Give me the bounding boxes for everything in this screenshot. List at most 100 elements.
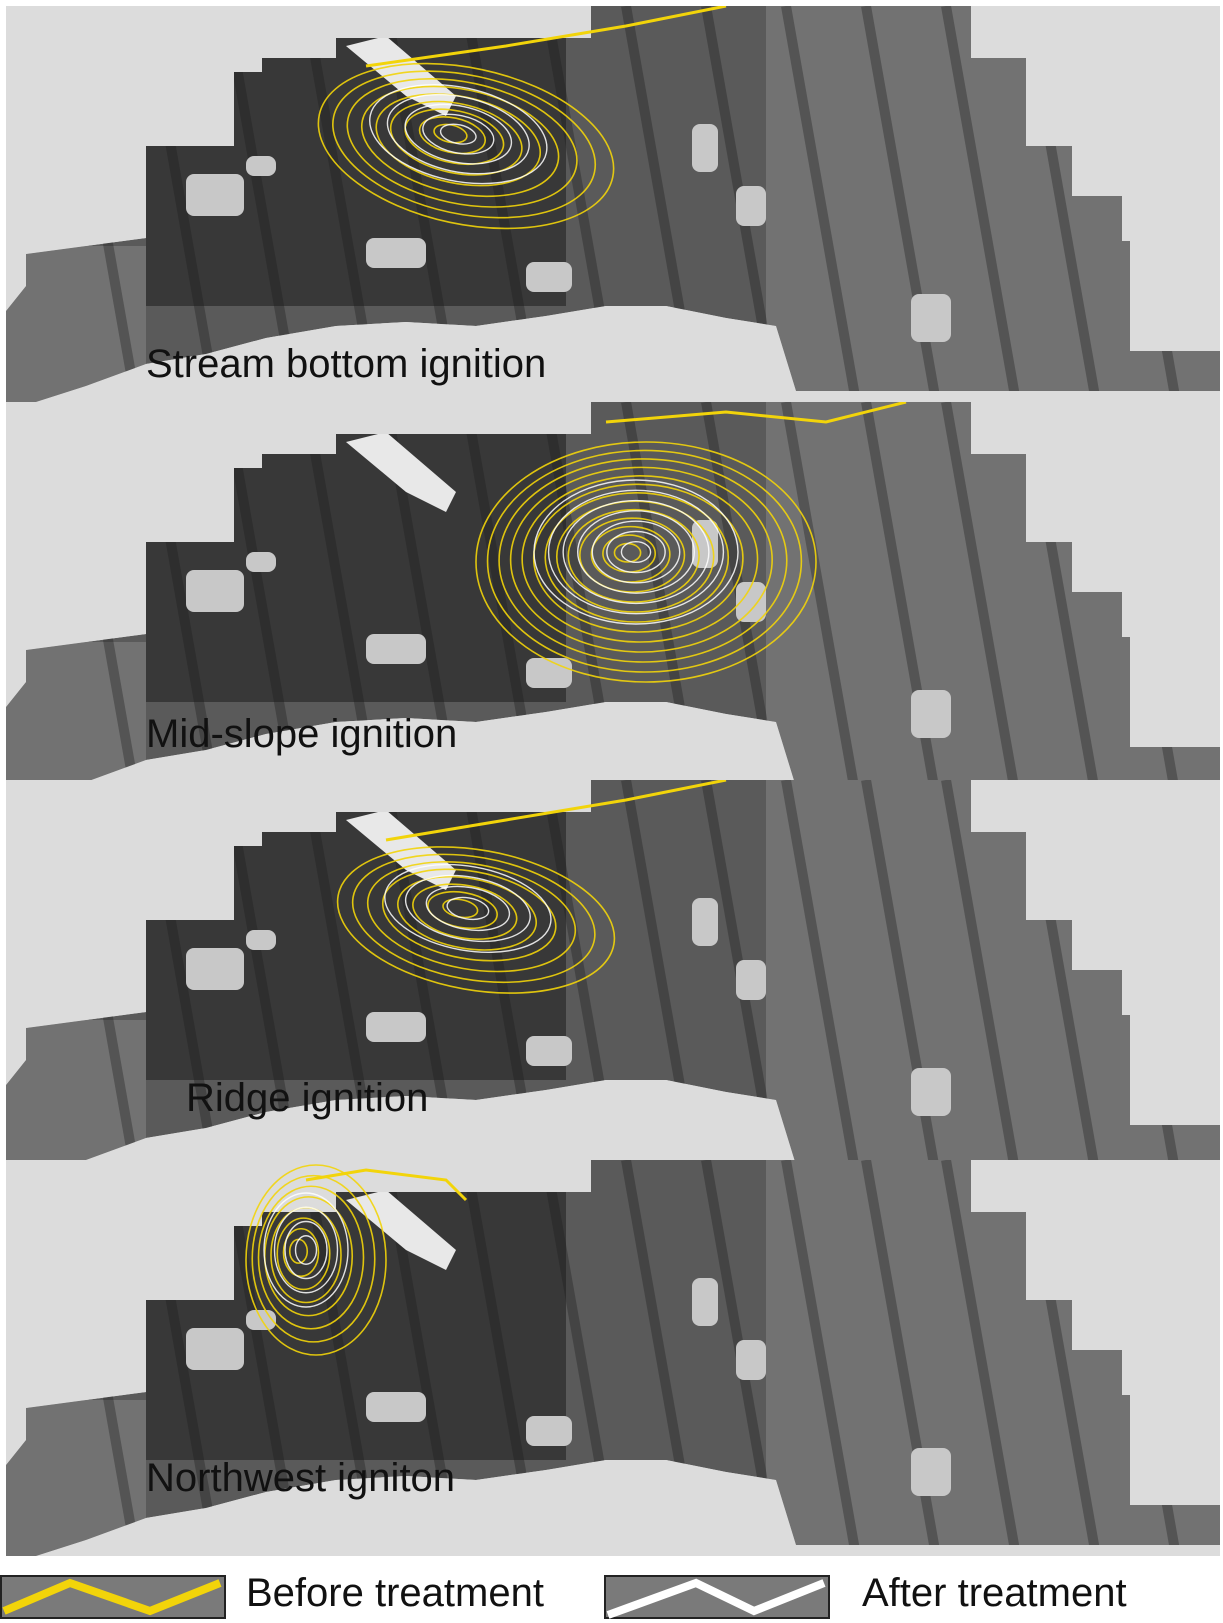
after-treatment-contour (284, 1220, 328, 1280)
treatment-patch (692, 1278, 718, 1326)
before-treatment-contour (366, 861, 577, 973)
treatment-patch (736, 186, 766, 226)
before-treatment-contour (317, 62, 615, 230)
before-treatment-contour (427, 890, 498, 930)
after-treatment-contour (369, 83, 548, 185)
treatment-patch (911, 294, 951, 342)
before-treatment-contour (521, 475, 759, 643)
treatment-patch (246, 930, 276, 950)
before-treatment-contour (336, 846, 616, 994)
before-treatment-contour (245, 1164, 387, 1356)
before-treatment-contour (605, 402, 907, 424)
legend: Before treatment After treatment (0, 1565, 1223, 1623)
treatment-patch (186, 570, 244, 612)
treatment-patch (346, 432, 456, 512)
after-treatment-contour (404, 103, 513, 165)
treatment-patch (366, 634, 426, 664)
after-treatment-contour (439, 123, 477, 145)
treatment-patch (736, 1340, 766, 1380)
treatment-patch (246, 156, 276, 176)
before-treatment-contour (305, 1168, 468, 1202)
before-treatment-contour (509, 466, 773, 653)
treatment-patch (186, 174, 244, 216)
after-treatment-label: After treatment (862, 1571, 1127, 1615)
before-treatment-contour (251, 1174, 376, 1343)
before-treatment-contour (544, 491, 730, 623)
map-panel-northwest: Northwest igniton (6, 1160, 1220, 1556)
fire-perimeters (475, 441, 817, 683)
treatment-patch (366, 1012, 426, 1042)
before-treatment-contour (276, 1217, 331, 1291)
terrain-map (6, 402, 1220, 798)
panel-label: Stream bottom ignition (146, 342, 547, 386)
fire-perimeters (317, 62, 615, 230)
after-treatment-contour (533, 479, 739, 625)
after-treatment-contour (547, 489, 725, 615)
map-panel-ridge: Ridge ignition (6, 780, 1220, 1176)
after-treatment-contour (384, 863, 552, 953)
after-treatment-contour (577, 510, 695, 594)
terrain-map (6, 6, 1220, 402)
treatment-patch (526, 1416, 572, 1446)
fire-perimeters (336, 846, 616, 994)
terrain-ridge (941, 1160, 1021, 1556)
terrain-shade (766, 1160, 1220, 1556)
after-treatment-swatch (604, 1575, 830, 1619)
treatment-patch (526, 262, 572, 292)
terrain-ridge (941, 6, 1021, 402)
treatment-patch (246, 552, 276, 572)
after-treatment-contour (446, 896, 490, 921)
panel-label: Northwest igniton (146, 1456, 456, 1500)
treatment-patch (911, 1068, 951, 1116)
map-panel-mid-slope: Mid-slope ignition (6, 402, 1220, 798)
after-treatment-contour (294, 1235, 318, 1265)
panel-label: Mid-slope ignition (146, 712, 458, 756)
before-treatment-contour (475, 441, 817, 683)
treatment-patch (526, 1036, 572, 1066)
before-treatment-contour (389, 100, 523, 176)
before-treatment-contour (498, 458, 788, 663)
after-treatment-contour (591, 520, 681, 584)
after-treatment-contour (386, 93, 530, 175)
before-treatment-contour (346, 77, 578, 208)
terrain-ridge (941, 780, 1021, 1176)
treatment-patch (186, 1328, 244, 1370)
after-treatment-contour (422, 113, 495, 155)
treatment-patch (366, 1392, 426, 1422)
terrain-map (6, 1160, 1220, 1556)
terrain-ridge (941, 402, 1021, 798)
before-treatment-label: Before treatment (246, 1571, 544, 1615)
terrain-shade (766, 402, 1220, 798)
after-treatment-contour (562, 499, 710, 605)
treatment-patch (692, 124, 718, 172)
treatment-patch (692, 898, 718, 946)
before-treatment-contour (567, 508, 700, 603)
terrain-shade (766, 780, 1220, 1176)
treatment-patch (346, 1190, 456, 1270)
before-treatment-contour (257, 1185, 365, 1330)
after-treatment-contour (273, 1206, 339, 1294)
map-panel-stream-bottom: Stream bottom ignition (6, 6, 1220, 402)
treatment-patch (526, 658, 572, 688)
before-treatment-contour (433, 123, 468, 144)
treatment-patch (911, 1448, 951, 1496)
after-treatment-contour (263, 1192, 349, 1308)
before-treatment-contour (360, 85, 560, 198)
before-treatment-contour (418, 116, 487, 155)
before-treatment-contour (332, 70, 597, 219)
treatment-patch (186, 948, 244, 990)
before-treatment-contour (282, 1227, 320, 1278)
before-treatment-contour (351, 853, 596, 984)
before-treatment-contour (381, 868, 557, 962)
before-treatment-contour (412, 883, 518, 940)
before-treatment-contour (397, 875, 538, 951)
treatment-patch (736, 582, 766, 622)
after-treatment-contour (404, 874, 531, 943)
before-treatment-contour (365, 6, 727, 68)
before-treatment-swatch (0, 1575, 226, 1619)
after-treatment-contour (606, 530, 666, 574)
panel-label: Ridge ignition (186, 1076, 429, 1120)
before-treatment-contour (579, 517, 686, 593)
fire-perimeters (245, 1164, 387, 1356)
terrain-shade (766, 6, 1220, 402)
